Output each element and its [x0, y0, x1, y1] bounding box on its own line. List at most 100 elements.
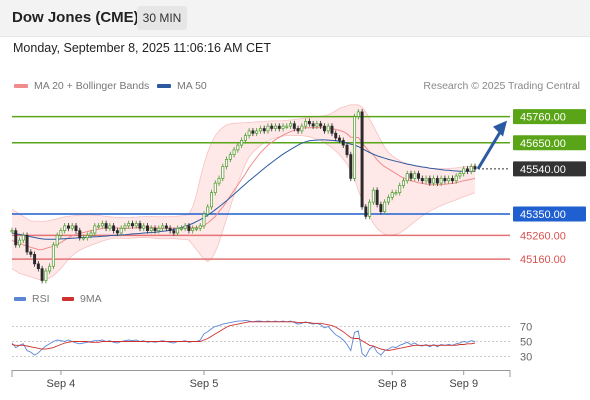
candle-body — [217, 178, 221, 184]
candle-body — [394, 192, 398, 195]
timestamp: Monday, September 8, 2025 11:06:16 AM CE… — [13, 41, 272, 55]
candle-body — [334, 132, 338, 139]
candle-body — [172, 230, 176, 234]
candle-body — [281, 125, 285, 129]
candle-body — [390, 192, 394, 198]
candle-body — [112, 225, 116, 231]
legend-label: MA 50 — [177, 80, 207, 92]
candle-body — [115, 230, 119, 234]
candle-body — [356, 111, 360, 117]
candle-body — [51, 244, 55, 267]
candle-body — [462, 168, 466, 174]
candle-body — [364, 206, 368, 217]
candle-body — [97, 225, 101, 228]
candle-body — [292, 123, 296, 129]
candle-body — [439, 178, 443, 184]
candle-body — [55, 235, 59, 246]
legend-item-ma50: MA 50 — [157, 80, 207, 92]
candle-body — [213, 182, 217, 193]
candle-body — [210, 192, 213, 208]
candle-body — [63, 225, 67, 231]
candle-body — [447, 178, 451, 182]
legend-swatch — [14, 297, 26, 302]
candle-body — [183, 225, 187, 229]
candle-body — [198, 225, 202, 229]
candle-body — [315, 123, 319, 127]
candle-body — [104, 223, 108, 229]
level-label-45260: 45260.00 — [520, 230, 566, 242]
candle-body — [413, 173, 417, 179]
candle-body — [89, 232, 93, 236]
candle-body — [450, 178, 454, 182]
candle-body — [123, 225, 127, 229]
candle-body — [296, 128, 300, 132]
candle-body — [300, 125, 304, 132]
forecast-arrow-shaft — [476, 129, 503, 170]
legend-swatch — [62, 297, 74, 302]
candle-body — [304, 121, 308, 127]
timeframe-button[interactable]: 30 MIN — [137, 6, 187, 30]
credit: Research © 2025 Trading Central — [423, 80, 580, 92]
candle-body — [424, 178, 428, 182]
candle-body — [247, 130, 251, 136]
level-label-box-45540 — [513, 161, 586, 177]
candle-body — [225, 159, 229, 167]
candle-body — [353, 116, 357, 179]
rsi-line — [11, 319, 476, 358]
bollinger-lower-line — [11, 135, 476, 281]
candle-body — [465, 168, 469, 172]
candle-body — [383, 201, 387, 212]
candle-body — [307, 121, 311, 125]
candle-body — [164, 225, 168, 229]
candle-body — [266, 125, 270, 132]
candle-body — [240, 140, 244, 146]
candle-body — [138, 223, 142, 229]
candle-body — [285, 125, 289, 128]
ma50-line — [11, 139, 475, 240]
legend-item-9ma: 9MA — [62, 293, 102, 305]
level-label-45540: 45540.00 — [520, 164, 566, 176]
candle-body — [146, 225, 149, 231]
bollinger-upper-line — [11, 104, 476, 223]
candle-body — [44, 270, 48, 281]
candle-body — [420, 178, 424, 182]
candle-body — [191, 227, 195, 231]
candle-body — [161, 225, 165, 229]
candle-body — [428, 178, 432, 184]
candle-body — [443, 178, 447, 182]
candle-body — [326, 125, 330, 132]
candle-body — [78, 230, 82, 239]
legend-label: RSI — [32, 293, 50, 305]
candle-body — [221, 166, 225, 179]
candle-body — [405, 173, 409, 182]
candle-body — [33, 254, 37, 265]
level-label-45160: 45160.00 — [520, 254, 566, 266]
candle-body — [108, 225, 112, 229]
candle-body — [255, 130, 259, 134]
ma20-line — [11, 127, 476, 251]
instrument-title: Dow Jones (CME) — [12, 9, 139, 26]
candle-body — [25, 235, 29, 253]
candle-body — [14, 230, 18, 246]
candle-body — [458, 173, 462, 177]
candle-body — [40, 268, 44, 281]
candle-body — [142, 225, 146, 229]
candle-body — [258, 128, 262, 132]
candle-body — [360, 111, 364, 208]
candle-body — [289, 123, 293, 127]
candle-body — [319, 123, 323, 127]
candle-body — [270, 125, 274, 129]
candle-body — [202, 213, 206, 227]
candle-body — [322, 125, 326, 132]
candle-body — [417, 173, 421, 179]
candle-body — [194, 227, 198, 230]
candle-body — [375, 189, 379, 205]
candle-body — [469, 166, 473, 172]
legend-label: MA 20 + Bollinger Bands — [34, 80, 150, 92]
legend-item-rsi: RSI — [14, 293, 50, 305]
x-tick-label: Sep 9 — [449, 378, 478, 390]
level-label-box-45760 — [513, 109, 586, 125]
rsi-ma-line — [11, 321, 476, 352]
candle-body — [29, 251, 33, 255]
